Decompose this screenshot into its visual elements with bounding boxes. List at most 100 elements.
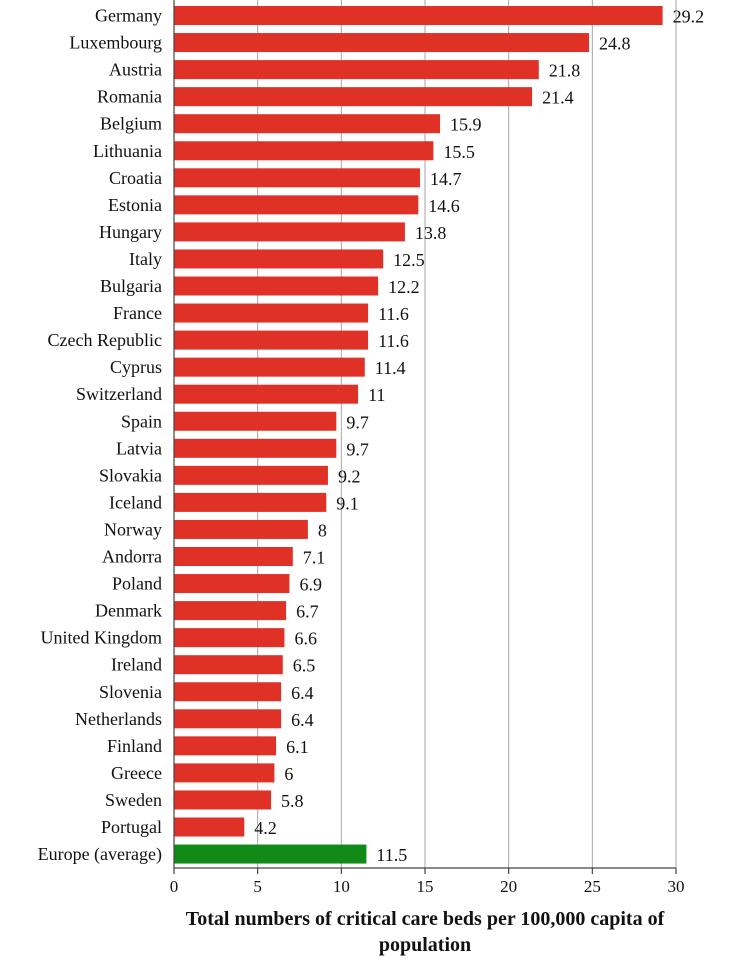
category-label-sweden: Sweden [105, 790, 162, 810]
category-label-bulgaria: Bulgaria [100, 276, 162, 296]
bar-spain [174, 411, 337, 431]
value-label-netherlands: 6.4 [291, 710, 314, 730]
bar-united-kingdom [174, 628, 285, 648]
value-label-denmark: 6.7 [296, 602, 319, 622]
category-label-greece: Greece [111, 763, 162, 783]
value-label-iceland: 9.1 [336, 493, 359, 513]
bar-chart: Germany 29.2 Luxembourg 24.8 Austria 21.8 Roma… [38, 0, 705, 896]
bar-cyprus [174, 357, 365, 377]
category-label-romania: Romania [97, 87, 162, 107]
category-label-slovenia: Slovenia [99, 682, 162, 702]
value-label-germany: 29.2 [673, 7, 705, 27]
value-label-czech-republic: 11.6 [378, 331, 409, 351]
value-label-slovakia: 9.2 [338, 466, 361, 486]
value-label-slovenia: 6.4 [291, 683, 314, 703]
bar-latvia [174, 438, 337, 458]
bar-iceland [174, 492, 327, 512]
x-axis-title-line-1: Total numbers of critical care beds per … [185, 908, 665, 930]
bar-luxembourg [174, 33, 589, 53]
bar-belgium [174, 114, 441, 134]
category-label-switzerland: Switzerland [76, 384, 162, 404]
category-label-lithuania: Lithuania [93, 141, 162, 161]
category-label-netherlands: Netherlands [75, 709, 162, 729]
value-label-spain: 9.7 [346, 412, 369, 432]
category-label-germany: Germany [95, 6, 162, 26]
value-label-greece: 6 [284, 764, 293, 784]
category-label-united-kingdom: United Kingdom [41, 628, 163, 648]
bar-slovakia [174, 465, 328, 485]
category-label-poland: Poland [112, 574, 162, 594]
value-label-austria: 21.8 [549, 61, 581, 81]
value-label-hungary: 13.8 [415, 223, 447, 243]
category-label-spain: Spain [121, 411, 162, 431]
category-label-austria: Austria [109, 60, 162, 80]
value-label-switzerland: 11 [368, 385, 385, 405]
value-label-united-kingdom: 6.6 [294, 629, 317, 649]
value-label-lithuania: 15.5 [443, 142, 475, 162]
bar-czech-republic [174, 330, 369, 350]
value-label-romania: 21.4 [542, 88, 574, 108]
category-label-estonia: Estonia [108, 195, 162, 215]
bar-bulgaria [174, 276, 379, 296]
x-tick-label-25: 25 [584, 877, 601, 896]
bar-switzerland [174, 384, 359, 404]
category-label-hungary: Hungary [99, 222, 162, 242]
value-label-croatia: 14.7 [430, 169, 462, 189]
category-label-czech-republic: Czech Republic [48, 330, 162, 350]
bar-poland [174, 574, 290, 594]
x-tick-label-20: 20 [500, 877, 517, 896]
value-label-ireland: 6.5 [293, 656, 316, 676]
category-label-finland: Finland [107, 736, 162, 756]
category-label-slovakia: Slovakia [99, 465, 162, 485]
bar-portugal [174, 817, 245, 837]
x-tick-label-0: 0 [170, 877, 179, 896]
x-tick-label-30: 30 [668, 877, 685, 896]
value-label-portugal: 4.2 [254, 818, 277, 838]
x-axis-title: Total numbers of critical care beds per … [120, 906, 730, 958]
category-label-denmark: Denmark [95, 601, 162, 621]
x-tick-label-5: 5 [253, 877, 262, 896]
value-label-italy: 12.5 [393, 250, 425, 270]
value-label-belgium: 15.9 [450, 115, 482, 135]
bar-andorra [174, 547, 293, 566]
x-tick-label-15: 15 [417, 877, 434, 896]
value-label-luxembourg: 24.8 [599, 34, 631, 54]
bar-finland [174, 736, 277, 756]
category-label-luxembourg: Luxembourg [69, 33, 162, 53]
value-label-finland: 6.1 [286, 737, 309, 757]
bar-croatia [174, 168, 420, 188]
value-label-estonia: 14.6 [428, 196, 460, 216]
value-label-andorra: 7.1 [303, 548, 326, 568]
x-tick-label-10: 10 [333, 877, 350, 896]
bar-greece [174, 763, 275, 783]
bar-sweden [174, 790, 272, 810]
value-label-poland: 6.9 [299, 575, 322, 595]
bar-europe-average [174, 844, 367, 864]
bar-italy [174, 249, 384, 269]
bar-estonia [174, 195, 419, 215]
category-label-italy: Italy [129, 249, 162, 269]
value-label-france: 11.6 [378, 304, 409, 324]
category-label-latvia: Latvia [116, 438, 162, 458]
bar-denmark [174, 601, 287, 621]
category-label-andorra: Andorra [102, 547, 162, 567]
bar-ireland [174, 655, 283, 675]
value-label-norway: 8 [318, 520, 327, 540]
bar-slovenia [174, 682, 282, 702]
bar-netherlands [174, 709, 282, 729]
value-label-europe-average: 11.5 [376, 845, 407, 865]
category-label-portugal: Portugal [101, 817, 162, 837]
category-label-europe-average: Europe (average) [38, 844, 162, 865]
category-label-france: France [113, 303, 162, 323]
category-label-iceland: Iceland [109, 492, 162, 512]
category-label-belgium: Belgium [100, 114, 162, 134]
category-label-cyprus: Cyprus [110, 357, 162, 377]
value-label-bulgaria: 12.2 [388, 277, 420, 297]
bar-lithuania [174, 141, 434, 161]
value-label-latvia: 9.7 [346, 439, 369, 459]
bar-romania [174, 87, 533, 107]
bar-austria [174, 60, 539, 80]
bar-france [174, 303, 369, 323]
value-label-sweden: 5.8 [281, 791, 304, 811]
